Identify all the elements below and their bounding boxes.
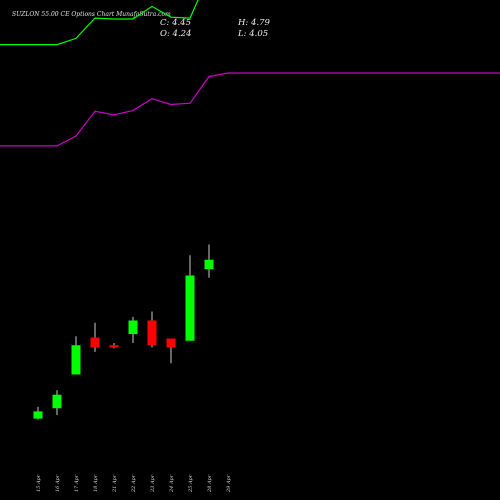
high-value: H: 4.79 [237, 18, 270, 28]
open-value: O: 4.24 [160, 29, 191, 39]
x-tick-label: 18 Apr [93, 474, 99, 492]
x-tick-label: 22 Apr [131, 474, 137, 493]
lower-band-line [0, 72, 500, 147]
x-axis-ticks: 15 Apr 16 Apr 17 Apr 18 Apr 21 Apr 22 Apr 23 A… [36, 474, 232, 493]
x-tick-label: 25 Apr [188, 474, 194, 493]
candle-body-down [166, 338, 176, 348]
low-value: L: 4.05 [237, 29, 268, 39]
candle-21-apr [109, 343, 119, 349]
candle-22-apr [128, 316, 138, 343]
candle-17-apr [71, 336, 81, 375]
close-value: C: 4.45 [160, 18, 191, 28]
candle-23-apr [147, 311, 157, 348]
candle-body-up [128, 320, 138, 334]
x-tick-label: 29 Apr [226, 474, 232, 493]
candle-body-down [109, 345, 119, 348]
upper-band-line [0, 0, 199, 46]
candle-body-up [71, 345, 81, 375]
candle-body-down [147, 320, 157, 346]
x-tick-label: 21 Apr [112, 474, 118, 493]
indicator-lines [0, 0, 500, 147]
candle-body-up [204, 259, 214, 270]
candlesticks [33, 244, 214, 420]
candle-body-up [52, 394, 62, 409]
x-tick-label: 15 Apr [36, 474, 42, 492]
candle-body-down [90, 337, 100, 348]
candle-25-apr [185, 255, 195, 341]
candle-18-apr [90, 322, 100, 352]
candle-body-up [33, 411, 43, 419]
chart-title: SUZLON 55.00 CE Options Chart MunafaSutr… [12, 11, 171, 18]
candle-24-apr [166, 338, 176, 364]
x-tick-label: 28 Apr [207, 474, 213, 493]
x-tick-label: 16 Apr [55, 474, 61, 492]
candle-16-apr [52, 390, 62, 415]
x-tick-label: 23 Apr [150, 474, 156, 493]
x-tick-label: 24 Apr [169, 474, 175, 493]
candle-body-up [185, 275, 195, 341]
candle-28-apr [204, 244, 214, 278]
x-tick-label: 17 Apr [74, 474, 80, 492]
candle-15-apr [33, 406, 43, 420]
